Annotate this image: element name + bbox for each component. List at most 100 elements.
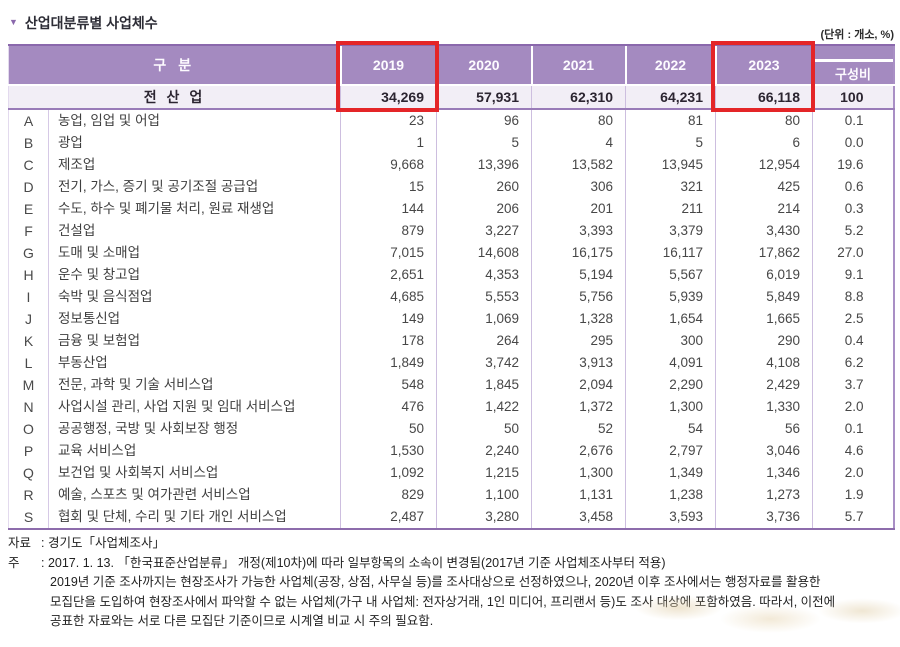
value-2019: 15 [340, 176, 437, 198]
industry-name: 농업, 임업 및 어업 [48, 109, 341, 132]
value-2021: 1,328 [531, 308, 626, 330]
industry-code: K [23, 333, 34, 349]
value-2021: 5,756 [531, 286, 626, 308]
value-2021: 52 [531, 418, 626, 440]
value-2020: 1,100 [436, 484, 532, 506]
value-2020: 1,422 [436, 396, 532, 418]
value-2022: 1,300 [625, 396, 716, 418]
total-value-2023: 66,118 [715, 84, 813, 110]
value-2021: 4 [531, 132, 626, 154]
total-row: 전 산 업 34,269 57,931 62,310 64,231 66,118… [8, 84, 894, 110]
value-2019: 50 [340, 418, 437, 440]
value-2021: 3,913 [531, 352, 626, 374]
value-2019: 9,668 [340, 154, 437, 176]
value-2019: 1 [340, 132, 437, 154]
value-2019: 1,092 [340, 462, 437, 484]
share-header-divider [813, 59, 893, 62]
column-header-2022: 2022 [624, 44, 716, 86]
table-row: J 정보통신업 149 1,069 1,328 1,654 1,665 2.5 [9, 308, 894, 330]
value-2019: 548 [340, 374, 437, 396]
column-header-share: 구성비 [811, 44, 894, 86]
column-header-2019: 2019 [339, 44, 437, 86]
share-value: 5.7 [812, 506, 894, 530]
table-row: H 운수 및 창고업 2,651 4,353 5,194 5,567 6,019… [9, 264, 894, 286]
share-value: 1.9 [812, 484, 894, 506]
value-2019: 23 [340, 109, 437, 132]
source-text: : 경기도「사업체조사」 [41, 536, 165, 550]
share-value: 0.1 [812, 109, 894, 132]
source-row: 자료 : 경기도「사업체조사」 [8, 534, 896, 554]
value-2020: 3,742 [436, 352, 532, 374]
value-2023: 80 [715, 109, 813, 132]
column-header-2021: 2021 [530, 44, 626, 86]
value-2023: 56 [715, 418, 813, 440]
industry-name: 교육 서비스업 [48, 440, 341, 462]
value-2019: 1,530 [340, 440, 437, 462]
total-value-2019: 34,269 [340, 84, 437, 110]
value-2019: 829 [340, 484, 437, 506]
industry-name: 광업 [48, 132, 341, 154]
table-row: K 금융 및 보험업 178 264 295 300 290 0.4 [9, 330, 894, 352]
value-2020: 5 [436, 132, 532, 154]
industry-name: 예술, 스포츠 및 여가관련 서비스업 [48, 484, 341, 506]
share-value: 4.6 [812, 440, 894, 462]
table-row: P 교육 서비스업 1,530 2,240 2,676 2,797 3,046 … [9, 440, 894, 462]
value-2020: 50 [436, 418, 532, 440]
value-2019: 1,849 [340, 352, 437, 374]
value-2021: 5,194 [531, 264, 626, 286]
value-2020: 2,240 [436, 440, 532, 462]
value-2020: 13,396 [436, 154, 532, 176]
title-text: 산업대분류별 사업체수 [24, 15, 158, 31]
value-2023: 6 [715, 132, 813, 154]
column-header-2023: 2023 [714, 44, 813, 86]
industry-code: S [8, 506, 49, 530]
value-2022: 54 [625, 418, 716, 440]
share-value: 27.0 [812, 242, 894, 264]
industry-name: 보건업 및 사회복지 서비스업 [48, 462, 341, 484]
value-2020: 1,069 [436, 308, 532, 330]
industry-code: C [23, 157, 34, 173]
share-header-label: 구성비 [813, 62, 893, 84]
share-value: 2.0 [812, 396, 894, 418]
value-2022: 5 [625, 132, 716, 154]
column-header-category: 구 분 [8, 44, 341, 86]
industry-name: 정보통신업 [48, 308, 341, 330]
value-2020: 1,215 [436, 462, 532, 484]
industry-code: D [23, 179, 34, 195]
note-line: 모집단을 도입하여 현장조사에서 파악할 수 없는 사업체(가구 내 사업체: … [50, 594, 836, 609]
industry-name: 공공행정, 국방 및 사회보장 행정 [48, 418, 341, 440]
industry-code: M [22, 377, 35, 393]
industry-name: 제조업 [48, 154, 341, 176]
header-row: 구 분 2019 2020 2021 2022 2023 구성비 [8, 44, 894, 86]
table-row: S 협회 및 단체, 수리 및 기타 개인 서비스업 2,487 3,280 3… [8, 506, 894, 530]
value-2022: 300 [625, 330, 716, 352]
value-2021: 2,676 [531, 440, 626, 462]
value-2020: 264 [436, 330, 532, 352]
industry-name: 전문, 과학 및 기술 서비스업 [48, 374, 341, 396]
value-2022: 1,238 [625, 484, 716, 506]
value-2023: 2,429 [715, 374, 813, 396]
value-2019: 178 [340, 330, 437, 352]
total-value-2022: 64,231 [625, 84, 716, 110]
table-row: O 공공행정, 국방 및 사회보장 행정 50 50 52 54 56 0.1 [9, 418, 894, 440]
table-row: Q 보건업 및 사회복지 서비스업 1,092 1,215 1,300 1,34… [9, 462, 894, 484]
value-2021: 201 [531, 198, 626, 220]
value-2023: 3,736 [715, 506, 813, 530]
share-value: 0.6 [812, 176, 894, 198]
industry-code: P [23, 443, 34, 459]
industry-table: 구 분 2019 2020 2021 2022 2023 구성비 전 산 업 3… [8, 44, 895, 530]
value-2023: 5,849 [715, 286, 813, 308]
value-2021: 306 [531, 176, 626, 198]
share-value: 2.0 [812, 462, 894, 484]
industry-code: Q [23, 465, 34, 481]
industry-code: R [23, 487, 34, 503]
value-2022: 2,290 [625, 374, 716, 396]
industry-name: 사업시설 관리, 사업 지원 및 임대 서비스업 [48, 396, 341, 418]
note-line: : 2017. 1. 13. 「한국표준산업분류」 개정(제10차)에 따라 일… [41, 555, 666, 570]
value-2022: 3,379 [625, 220, 716, 242]
value-2022: 81 [625, 109, 716, 132]
share-value: 19.6 [812, 154, 894, 176]
value-2019: 149 [340, 308, 437, 330]
table-row: C 제조업 9,668 13,396 13,582 13,945 12,954 … [9, 154, 894, 176]
value-2022: 5,567 [625, 264, 716, 286]
